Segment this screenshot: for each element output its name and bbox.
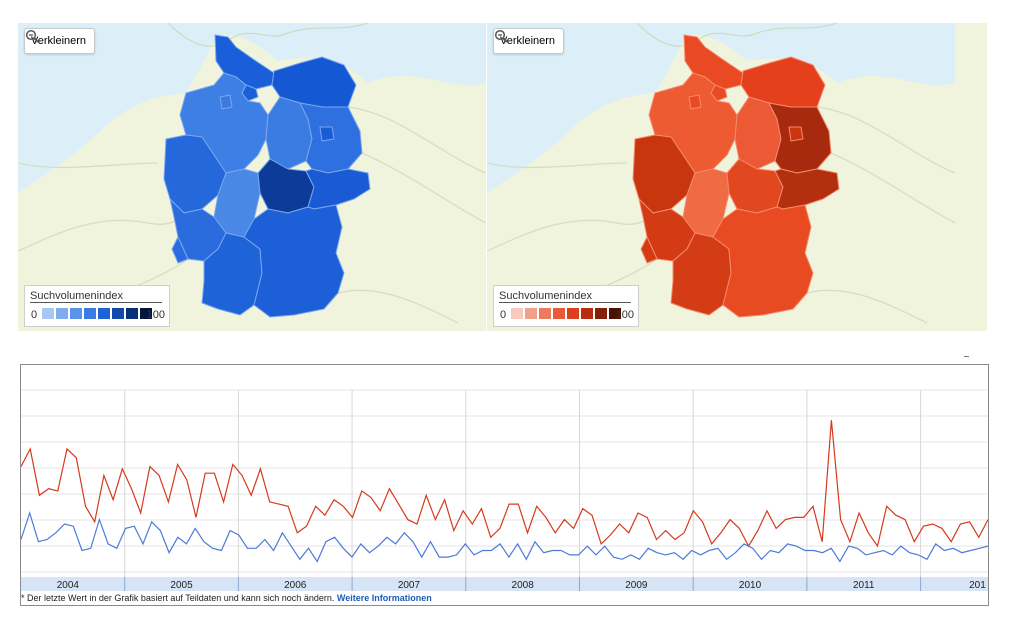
country-border — [18, 192, 183, 252]
region-hb[interactable] — [688, 94, 702, 110]
x-tick-label: 2010 — [739, 580, 762, 591]
region-be[interactable] — [319, 126, 335, 142]
legend-min: 0 — [31, 309, 38, 321]
magnifier-minus-icon — [25, 29, 39, 43]
coastline — [167, 23, 369, 47]
legend-swatch — [566, 307, 580, 320]
germany-regions — [632, 34, 840, 318]
country-border — [18, 162, 159, 169]
legend-swatch — [41, 307, 55, 320]
zoom-out-button[interactable]: Verkleinern — [493, 28, 565, 54]
legend-swatch — [510, 307, 524, 320]
zoom-out-label: Verkleinern — [31, 35, 87, 47]
country-border — [361, 152, 486, 224]
divider-mark — [964, 356, 969, 357]
zoom-out-label: Verkleinern — [500, 35, 556, 47]
region-by[interactable] — [243, 204, 345, 318]
coastline — [636, 23, 838, 47]
map-panel-left[interactable]: Verkleinern Suchvolumenindex 0 100 — [18, 23, 486, 331]
region-sn[interactable] — [774, 168, 840, 210]
region-sl[interactable] — [171, 236, 189, 264]
timeline-chart[interactable]: 2004 2005 2006 2007 2008 2009 2010 2011 201 * De… — [20, 364, 989, 606]
germany-regions — [163, 34, 371, 318]
timeline-svg: 2004 2005 2006 2007 2008 2009 2010 2011 201 — [21, 389, 988, 591]
germany-map-right[interactable] — [487, 23, 987, 331]
legend-swatch — [580, 307, 594, 320]
legend-swatch — [608, 307, 622, 320]
legend-max: 100 — [615, 309, 634, 321]
sea-area — [18, 23, 486, 193]
region-be[interactable] — [788, 126, 804, 142]
legend-title: Suchvolumenindex — [30, 290, 162, 303]
country-border — [830, 152, 956, 224]
country-border — [487, 162, 628, 169]
country-border — [347, 106, 486, 174]
legend-swatch — [524, 307, 538, 320]
series-line-0 — [21, 420, 988, 548]
region-sl[interactable] — [640, 236, 658, 264]
legend-title: Suchvolumenindex — [499, 290, 631, 303]
x-tick-label: 2007 — [398, 580, 421, 591]
region-sh[interactable] — [214, 34, 275, 90]
country-border — [816, 106, 956, 174]
legend-swatches — [510, 307, 622, 320]
map-legend: Suchvolumenindex 0 100 — [24, 285, 170, 327]
x-tick-label: 2009 — [625, 580, 648, 591]
legend-swatch — [139, 307, 153, 320]
legend-swatch — [111, 307, 125, 320]
legend-max: 100 — [146, 309, 165, 321]
legend-swatch — [594, 307, 608, 320]
germany-map-left[interactable] — [18, 23, 486, 331]
legend-swatch — [83, 307, 97, 320]
legend-swatch — [55, 307, 69, 320]
x-tick-label: 2008 — [512, 580, 535, 591]
legend-min: 0 — [500, 309, 507, 321]
x-tick-label: 2005 — [170, 580, 193, 591]
region-hb[interactable] — [219, 94, 233, 110]
legend-swatch — [538, 307, 552, 320]
legend-swatch — [552, 307, 566, 320]
x-tick-label: 2006 — [284, 580, 307, 591]
region-sh[interactable] — [683, 34, 744, 90]
x-tick-label: 2004 — [57, 580, 80, 591]
more-info-link[interactable]: Weitere Informationen — [336, 593, 432, 603]
magnifier-minus-icon — [494, 29, 508, 43]
series-line-1 — [21, 511, 988, 563]
sea-area — [487, 23, 955, 193]
map-legend: Suchvolumenindex 0 100 — [493, 285, 639, 327]
country-border — [487, 192, 652, 252]
x-tick-label: 201 — [969, 580, 986, 591]
country-border — [806, 289, 928, 324]
country-border — [337, 289, 459, 324]
region-sn[interactable] — [305, 168, 371, 210]
x-tick-label: 2011 — [853, 580, 875, 591]
zoom-out-button[interactable]: Verkleinern — [24, 28, 96, 54]
time-axis-strip — [21, 577, 988, 591]
legend-swatch — [69, 307, 83, 320]
footnote-text: * Der letzte Wert in der Grafik basiert … — [21, 593, 335, 603]
footnote: * Der letzte Wert in der Grafik basiert … — [21, 593, 432, 603]
map-panel-right[interactable]: Verkleinern Suchvolumenindex 0 100 — [487, 23, 987, 331]
legend-swatch — [125, 307, 139, 320]
region-by[interactable] — [712, 204, 814, 318]
legend-swatch — [97, 307, 111, 320]
legend-swatches — [41, 307, 153, 320]
